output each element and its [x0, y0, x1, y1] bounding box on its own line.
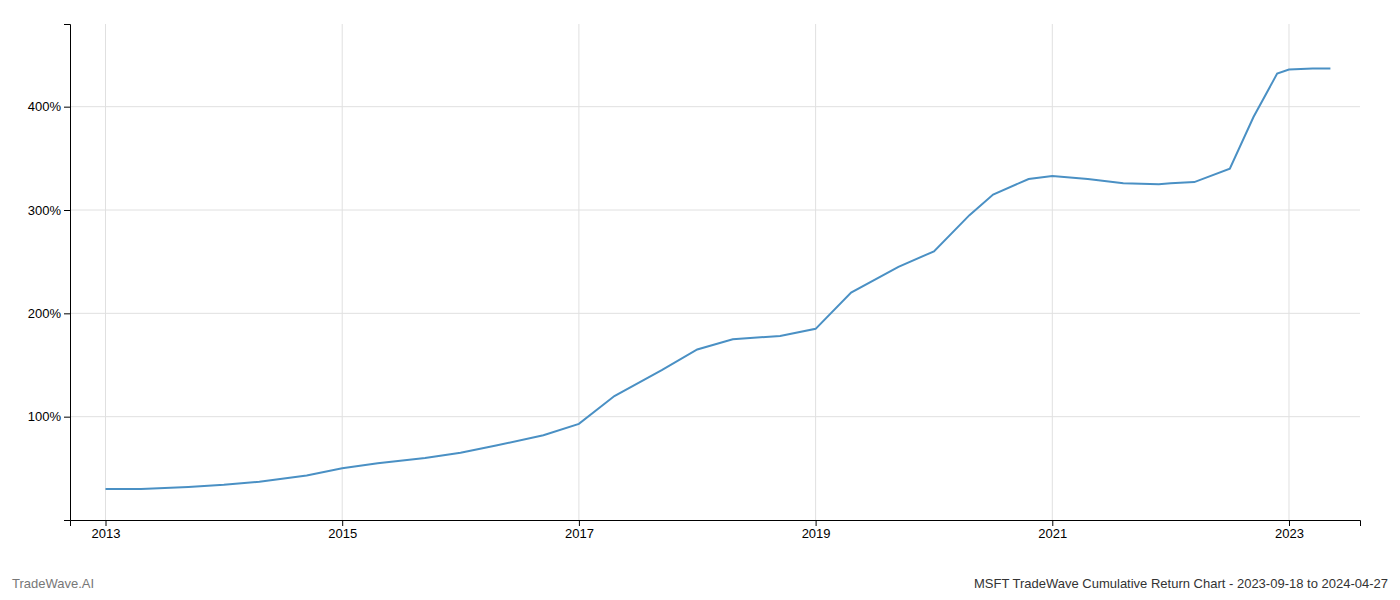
y-tick: 300%: [28, 203, 70, 218]
y-tick: 100%: [28, 409, 70, 424]
watermark: TradeWave.AI: [12, 576, 94, 591]
x-tick-label: 2019: [802, 526, 831, 541]
x-tick-label: 2021: [1038, 526, 1067, 541]
grid-line-y: [70, 210, 1360, 211]
x-tick: 2013: [92, 520, 121, 541]
y-tick-label: 400%: [28, 99, 62, 114]
x-tick-mark: [1052, 520, 1053, 526]
x-tick-mark: [579, 520, 580, 526]
title: MSFT TradeWave Cumulative Return Chart -…: [974, 576, 1388, 591]
grid-line-x: [105, 24, 106, 520]
grid-line-x: [815, 24, 816, 520]
grid-line-y: [70, 106, 1360, 107]
grid: [70, 24, 1360, 520]
line: [106, 68, 1331, 489]
x-axis: 2013 2015 2017 2019 2021 2023: [71, 520, 1361, 541]
y-tick: 200%: [28, 306, 70, 321]
x-tick-label: 2013: [92, 526, 121, 541]
x-tick-mark: [816, 520, 817, 526]
marks: [106, 68, 1331, 489]
y-tick-label: 300%: [28, 203, 62, 218]
x-tick: 2021: [1038, 520, 1067, 541]
y-tick-mark: [64, 313, 70, 314]
x-tick: 2023: [1275, 520, 1304, 541]
y-tick-mark: [64, 107, 70, 108]
x-tick-label: 2015: [328, 526, 357, 541]
grid-line-x: [578, 24, 579, 520]
x-tick-label: 2017: [565, 526, 594, 541]
x-tick: 2017: [565, 520, 594, 541]
y-axis: 100% 200% 300% 400%: [28, 25, 71, 521]
x-tick: 2019: [802, 520, 831, 541]
y-tick: 400%: [28, 99, 70, 114]
y-tick-mark: [64, 417, 70, 418]
grid-line-x: [342, 24, 343, 520]
grid-line-x: [1052, 24, 1053, 520]
x-tick-mark: [1289, 520, 1290, 526]
y-tick-label: 100%: [28, 409, 62, 424]
y-tick-mark: [64, 210, 70, 211]
plot: 2013 2015 2017 2019 2021 2023 100% 200% 300% 400%: [28, 24, 1361, 541]
x-tick-label: 2023: [1275, 526, 1304, 541]
grid-line-y: [70, 313, 1360, 314]
x-tick: 2015: [328, 520, 357, 541]
x-tick-mark: [106, 520, 107, 526]
y-axis-line: [64, 25, 71, 521]
grid-line-x: [1288, 24, 1289, 520]
grid-line-y: [70, 416, 1360, 417]
x-axis-line: [71, 521, 1361, 527]
y-tick-label: 200%: [28, 306, 62, 321]
x-tick-mark: [342, 520, 343, 526]
chart: 2013 2015 2017 2019 2021 2023 100% 200% 300% 400%…: [0, 0, 1400, 600]
